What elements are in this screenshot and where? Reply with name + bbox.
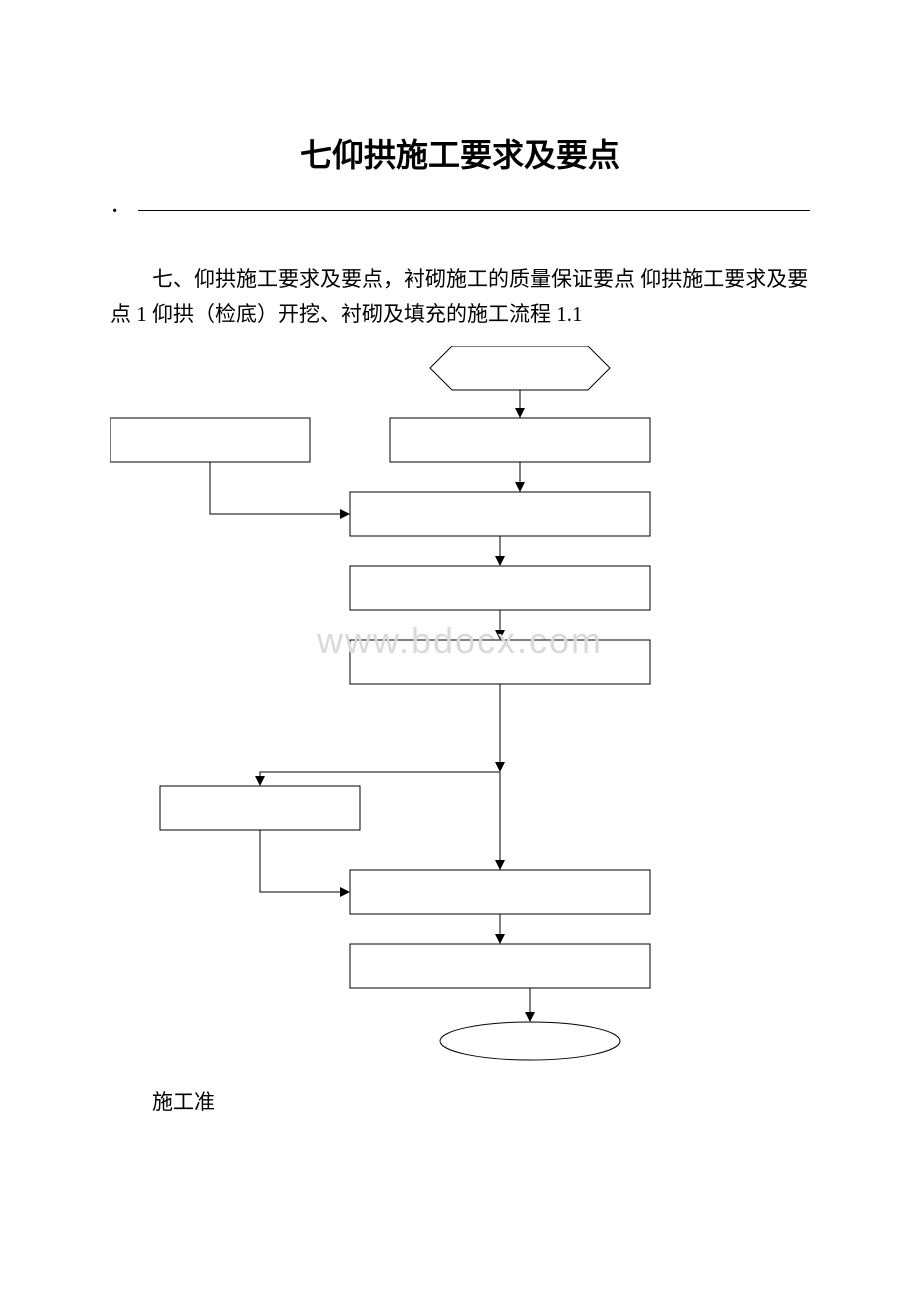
bullet-dot: ·: [110, 198, 119, 226]
document-page: 七仰拱施工要求及要点 · 七、仰拱施工要求及要点，衬砌施工的质量保证要点 仰拱施…: [0, 0, 920, 1302]
flowchart-node: [350, 870, 650, 914]
flowchart-node: [110, 418, 310, 462]
intro-paragraph: 七、仰拱施工要求及要点，衬砌施工的质量保证要点 仰拱施工要求及要点 1 仰拱（检…: [110, 262, 810, 331]
flowchart-node: [390, 418, 650, 462]
horizontal-rule: [138, 210, 810, 211]
flowchart-node: [160, 786, 360, 830]
flowchart-node: [440, 1022, 620, 1060]
title-rule: ·: [110, 204, 810, 222]
flowchart-container: [110, 346, 810, 1066]
trailing-text: 施工准: [110, 1086, 810, 1116]
flowchart-node: [430, 346, 610, 390]
flowchart-node: [350, 566, 650, 610]
flowchart-svg: [110, 346, 810, 1066]
page-title: 七仰拱施工要求及要点: [110, 130, 810, 176]
flowchart-node: [350, 944, 650, 988]
flowchart-node: [350, 492, 650, 536]
flowchart-node: [350, 640, 650, 684]
